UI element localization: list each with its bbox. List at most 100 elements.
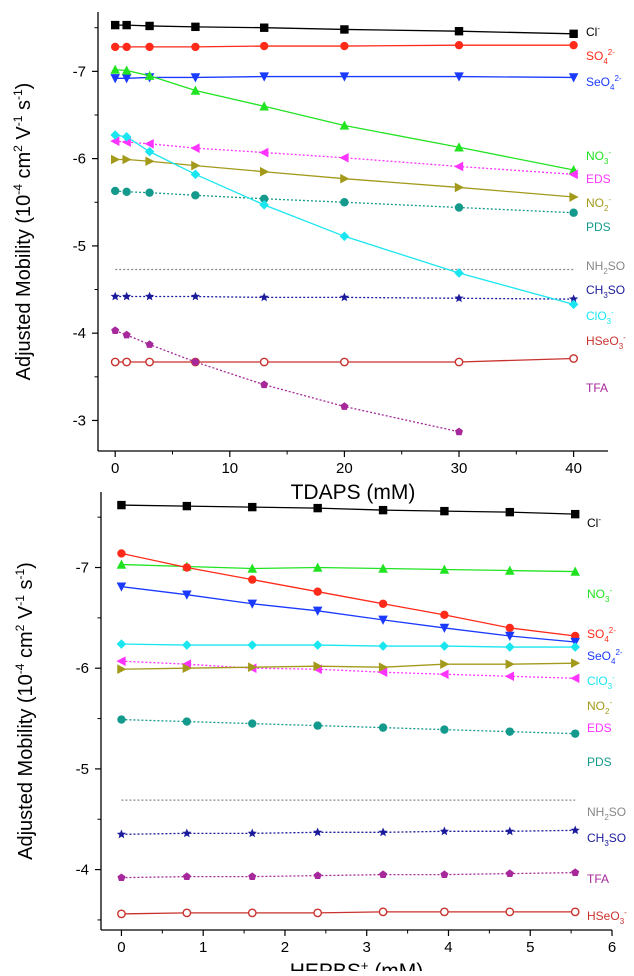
- data-point-hseo: [378, 907, 388, 917]
- data-point-seo: [190, 73, 201, 83]
- data-point-tfa: [182, 872, 191, 881]
- data-point-pds: [454, 203, 464, 212]
- y-axis-label-part: -1: [13, 595, 27, 606]
- data-point-no: [571, 658, 581, 668]
- data-point-chso: [454, 293, 464, 303]
- y-tick-label: -6: [73, 151, 86, 168]
- label-part: CH: [587, 831, 604, 845]
- x-tick-label: 4: [444, 939, 452, 956]
- label-part: NO: [587, 587, 605, 601]
- series-line-seo: [121, 586, 576, 643]
- x-tick-label: 5: [526, 939, 534, 956]
- data-point-no: [440, 659, 450, 669]
- data-point-seo: [568, 73, 579, 83]
- label-part: NH: [586, 259, 603, 273]
- y-axis-label-part: -1: [11, 115, 25, 126]
- series-line-eds: [121, 660, 576, 679]
- series-pds: [117, 715, 580, 738]
- data-point-hseo: [454, 357, 464, 367]
- data-point-no: [570, 566, 581, 576]
- data-point-tfa: [145, 340, 154, 348]
- data-point-pds: [378, 723, 388, 732]
- data-point-no: [259, 166, 270, 177]
- data-point-hseo: [122, 357, 132, 367]
- data-point-pds: [440, 725, 449, 734]
- series-label-pds: PDS: [587, 755, 612, 769]
- series-cl: [110, 20, 578, 39]
- data-point-tfa: [248, 872, 257, 881]
- label-part: 3: [608, 682, 613, 691]
- data-point-cl: [454, 27, 464, 36]
- label-part: 2: [604, 813, 609, 822]
- data-point-cl: [505, 507, 514, 517]
- series-line-tfa: [121, 871, 576, 879]
- y-axis-label-part: ): [13, 83, 35, 90]
- series-line-hseo: [121, 911, 576, 915]
- data-point-pds: [569, 208, 578, 217]
- label-part: -: [623, 333, 626, 342]
- data-point-clo: [247, 640, 258, 650]
- data-point-hseo: [569, 354, 579, 363]
- data-point-tfa: [505, 869, 514, 878]
- data-point-chso: [116, 829, 127, 839]
- data-point-cl: [340, 25, 349, 34]
- data-point-no: [439, 564, 450, 574]
- data-point-chso: [439, 826, 449, 836]
- label-part: 3: [605, 595, 610, 604]
- data-point-pds: [117, 715, 126, 724]
- data-point-cl: [122, 20, 131, 30]
- data-point-clo: [505, 642, 515, 652]
- y-axis-label-part: Adjusted Mobility (10: [13, 195, 35, 381]
- label-part: ClO: [587, 674, 608, 688]
- series-line-pds: [115, 190, 574, 214]
- data-point-clo: [454, 268, 464, 278]
- data-point-pds: [340, 198, 349, 207]
- data-point-cl: [440, 506, 449, 516]
- data-point-chso: [247, 828, 257, 838]
- data-point-chso: [122, 291, 132, 301]
- data-point-so: [505, 623, 514, 633]
- label-part: NO: [586, 196, 604, 210]
- data-point-hseo: [259, 357, 269, 367]
- series-seo: [110, 72, 579, 84]
- label-part: SO: [608, 259, 625, 273]
- series-no: [110, 154, 579, 202]
- y-tick-label: -7: [73, 63, 86, 80]
- label-part: 2-: [614, 74, 621, 83]
- label-part: -: [608, 195, 611, 204]
- series-line-cl: [121, 504, 576, 515]
- y-axis-label-part: cm: [13, 152, 35, 184]
- data-point-eds: [259, 147, 269, 158]
- label-part: Cl: [587, 516, 598, 530]
- data-point-chso: [182, 828, 192, 838]
- series-label-clo: ClO3-: [587, 673, 615, 691]
- y-axis-label-part: ): [15, 562, 37, 569]
- series-hseo: [110, 354, 579, 367]
- series-label-eds: EDS: [586, 172, 611, 186]
- data-point-so: [248, 575, 257, 584]
- data-point-pds: [122, 187, 131, 196]
- label-part: ClO: [586, 309, 607, 323]
- data-point-so: [440, 610, 449, 620]
- data-point-so: [110, 42, 120, 52]
- y-axis-label-part: -4: [13, 663, 27, 674]
- label-part: 2-: [608, 48, 615, 57]
- data-point-so: [182, 563, 192, 572]
- label-part: 4: [611, 657, 616, 666]
- label-part: SeO: [586, 75, 610, 89]
- series-label-no: NO2-: [587, 698, 612, 716]
- series-label-tfa: TFA: [587, 872, 609, 886]
- data-point-pds: [145, 188, 154, 197]
- data-point-seo: [378, 615, 388, 625]
- label-part: TFA: [587, 872, 609, 886]
- data-point-clo: [110, 130, 120, 140]
- x-axis-label-part: HEPBS: [290, 960, 361, 971]
- label-part: 3: [620, 917, 625, 926]
- label-part: CH: [586, 283, 603, 297]
- x-tick-label: 2: [281, 939, 289, 956]
- data-point-eds: [339, 152, 349, 163]
- data-point-clo: [190, 169, 201, 180]
